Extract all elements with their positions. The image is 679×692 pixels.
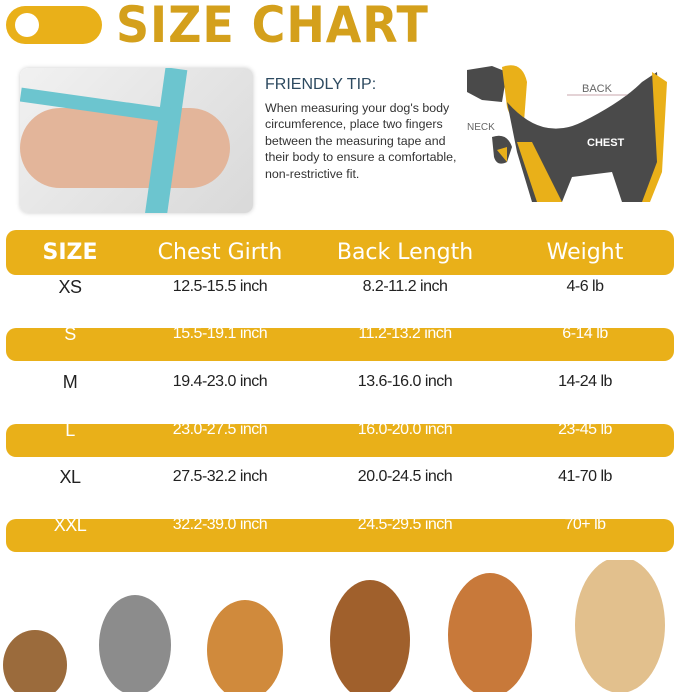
table-cell: 4-6 lb — [566, 278, 604, 295]
table-cell: 16.0-20.0 inch — [357, 421, 453, 438]
table-cell: 19.4-23.0 inch — [172, 373, 268, 390]
row-band — [6, 519, 674, 552]
column-header: Weight — [546, 239, 624, 265]
column-header: Back Length — [336, 239, 474, 265]
neck-label: NECK — [467, 122, 495, 133]
table-cell: 6-14 lb — [562, 325, 608, 342]
column-header: Chest Girth — [157, 239, 283, 265]
table-cell: 24.5-29.5 inch — [357, 516, 453, 533]
table-cell: 11.2-13.2 inch — [358, 325, 452, 342]
tip-title: FRIENDLY TIP: — [265, 76, 377, 93]
table-cell: 8.2-11.2 inch — [362, 278, 448, 295]
table-cell: 13.6-16.0 inch — [357, 373, 453, 390]
dog-photos — [3, 560, 665, 692]
row-band — [6, 424, 674, 457]
table-cell: XL — [59, 466, 81, 487]
table-cell: 32.2-39.0 inch — [172, 516, 268, 533]
page-title: SIZE CHART — [116, 0, 429, 54]
table-cell: 70+ lb — [564, 516, 606, 533]
chest-label: CHEST — [587, 137, 625, 149]
row-band — [6, 328, 674, 361]
table-cell: 20.0-24.5 inch — [357, 468, 453, 485]
table-cell: XXL — [53, 514, 87, 535]
table-cell: 23-45 lb — [558, 421, 612, 438]
toggle-icon — [6, 6, 102, 44]
table-cell: 27.5-32.2 inch — [172, 468, 268, 485]
table-cell: S — [64, 323, 76, 344]
header-band — [6, 230, 674, 275]
table-cell: L — [65, 419, 75, 440]
table-cell: 41-70 lb — [558, 468, 612, 485]
back-label: BACK — [582, 83, 613, 95]
column-header: SIZE — [42, 239, 98, 265]
dog-measurement-diagram: BACK NECK CHEST — [467, 65, 667, 202]
table-cell: 23.0-27.5 inch — [172, 421, 268, 438]
table-cell: M — [62, 371, 78, 392]
tip-text: When measuring your dog's body circumfer… — [265, 101, 457, 181]
table-cell: 15.5-19.1 inch — [172, 325, 268, 342]
table-cell: 14-24 lb — [558, 373, 612, 390]
table-cell: 12.5-15.5 inch — [172, 278, 268, 295]
measuring-photo — [20, 68, 253, 213]
table-cell: XS — [58, 276, 82, 297]
